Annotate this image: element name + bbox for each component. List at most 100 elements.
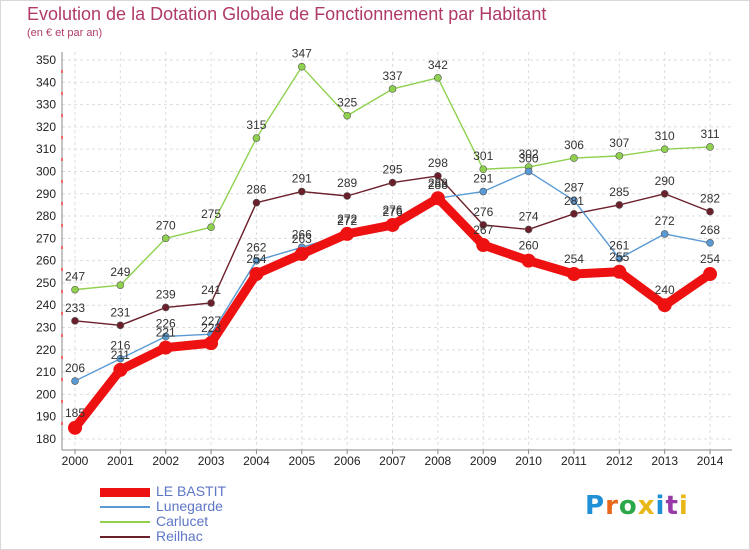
point-lunegarde bbox=[706, 239, 714, 247]
data-label: 306 bbox=[564, 138, 584, 152]
x-tick-label: 2007 bbox=[379, 454, 406, 468]
x-tick-label: 2002 bbox=[152, 454, 179, 468]
logo-letter: r bbox=[605, 491, 619, 521]
y-tick-label: 200 bbox=[36, 387, 56, 401]
x-tick-label: 2000 bbox=[62, 454, 89, 468]
point-lunegarde bbox=[116, 354, 125, 363]
point-carlucet bbox=[252, 134, 261, 142]
point-le-bastit bbox=[68, 420, 82, 435]
x-tick-label: 2014 bbox=[697, 454, 724, 468]
x-tick-label: 2008 bbox=[425, 454, 452, 468]
data-label: 211 bbox=[111, 348, 130, 362]
plot-area bbox=[62, 52, 732, 450]
y-tick-label: 280 bbox=[36, 209, 56, 223]
point-carlucet bbox=[615, 152, 624, 160]
data-label: 282 bbox=[700, 192, 720, 206]
y-tick-label: 190 bbox=[36, 410, 56, 424]
point-lunegarde bbox=[615, 254, 624, 263]
logo-letter: t bbox=[665, 491, 679, 521]
series-lines bbox=[68, 62, 718, 435]
data-label: 281 bbox=[564, 194, 584, 208]
logo-letter: P bbox=[585, 491, 606, 521]
data-label: 290 bbox=[655, 174, 675, 188]
data-label: 231 bbox=[110, 305, 130, 319]
point-reilhac bbox=[434, 172, 442, 180]
y-tick-label: 300 bbox=[36, 164, 56, 178]
data-label: 295 bbox=[383, 163, 403, 177]
data-label: 254 bbox=[246, 252, 266, 266]
x-tick-label: 2009 bbox=[470, 454, 497, 468]
data-label: 267 bbox=[473, 223, 493, 237]
point-reilhac bbox=[524, 225, 533, 234]
y-tick-label: 250 bbox=[36, 276, 56, 290]
data-label: 270 bbox=[156, 218, 176, 232]
point-carlucet bbox=[434, 74, 442, 82]
x-tick-label: 2012 bbox=[606, 454, 633, 468]
data-label: 266 bbox=[292, 227, 312, 241]
data-label: 223 bbox=[201, 321, 221, 335]
data-label: 241 bbox=[201, 283, 221, 297]
point-le-bastit bbox=[430, 191, 445, 206]
logo-letter: x bbox=[637, 491, 656, 521]
point-reilhac bbox=[615, 201, 624, 209]
chart-title: Evolution de la Dotation Globale de Fonc… bbox=[27, 4, 547, 24]
data-label: 247 bbox=[65, 270, 85, 284]
data-label: 288 bbox=[428, 176, 448, 190]
data-label: 272 bbox=[337, 214, 357, 228]
point-le-bastit bbox=[657, 298, 672, 313]
point-le-bastit bbox=[476, 238, 491, 253]
point-carlucet bbox=[207, 223, 215, 232]
data-label: 216 bbox=[110, 339, 130, 353]
data-label: 287 bbox=[564, 180, 584, 194]
y-tick-label: 260 bbox=[36, 254, 56, 268]
data-label: 262 bbox=[246, 241, 266, 255]
data-label: 255 bbox=[609, 250, 629, 264]
point-carlucet bbox=[660, 145, 669, 153]
point-le-bastit bbox=[340, 226, 355, 241]
data-label: 286 bbox=[246, 183, 266, 197]
y-tick-label: 210 bbox=[36, 365, 56, 379]
point-reilhac bbox=[388, 178, 397, 187]
data-label: 298 bbox=[428, 156, 448, 170]
data-label: 289 bbox=[337, 176, 357, 190]
data-label: 240 bbox=[655, 283, 675, 297]
point-carlucet bbox=[297, 62, 306, 71]
point-carlucet bbox=[570, 154, 578, 162]
y-tick-label: 330 bbox=[36, 98, 56, 112]
x-tick-label: 2011 bbox=[561, 454, 587, 468]
x-tick-label: 2013 bbox=[651, 454, 678, 468]
x-tick-label: 2004 bbox=[243, 454, 270, 468]
legend-swatch bbox=[100, 488, 150, 497]
data-label: 227 bbox=[201, 314, 221, 328]
point-lunegarde bbox=[161, 332, 170, 341]
y-tick-label: 270 bbox=[36, 231, 56, 245]
point-le-bastit bbox=[204, 336, 219, 351]
data-label: 276 bbox=[383, 203, 403, 217]
data-label: 307 bbox=[609, 136, 629, 150]
point-reilhac bbox=[660, 189, 669, 198]
grid bbox=[62, 52, 732, 450]
point-reilhac bbox=[71, 317, 79, 325]
point-le-bastit bbox=[385, 217, 400, 232]
data-label: 288 bbox=[428, 178, 448, 192]
data-label: 275 bbox=[201, 207, 221, 221]
y-tick-label: 340 bbox=[36, 75, 56, 89]
logo-letter: o bbox=[618, 491, 638, 521]
logo-letter: i bbox=[678, 491, 689, 521]
point-le-bastit bbox=[294, 246, 309, 261]
data-label: 239 bbox=[156, 287, 176, 301]
point-le-bastit bbox=[566, 267, 581, 282]
point-le-bastit bbox=[113, 362, 128, 377]
point-le-bastit bbox=[158, 340, 173, 355]
data-label: 260 bbox=[519, 239, 539, 253]
data-label: 233 bbox=[65, 301, 85, 315]
point-reilhac bbox=[570, 210, 578, 218]
point-carlucet bbox=[161, 234, 170, 243]
data-label: 285 bbox=[609, 185, 629, 199]
data-label: 291 bbox=[292, 172, 312, 186]
data-label: 272 bbox=[655, 214, 675, 228]
point-carlucet bbox=[479, 165, 488, 174]
legend-label: Reilhac bbox=[156, 528, 203, 544]
legend-label: LE BASTIT bbox=[156, 483, 227, 499]
